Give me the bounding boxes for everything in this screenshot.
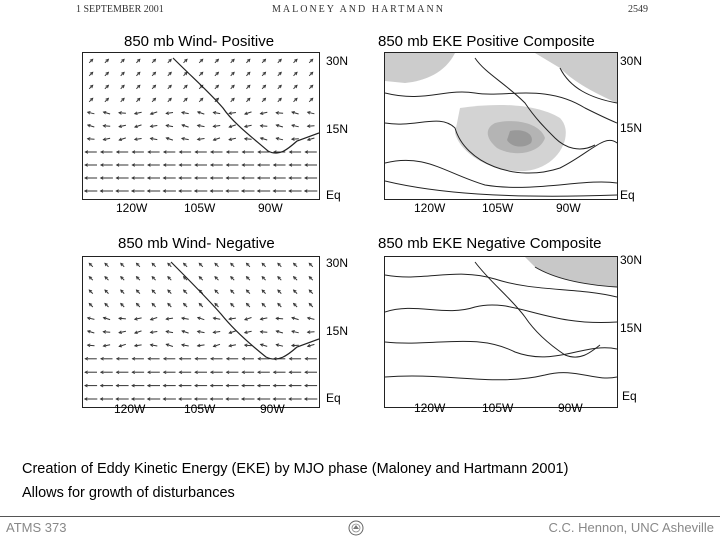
eke-negative-contours xyxy=(385,257,617,407)
journal-date: 1 SEPTEMBER 2001 xyxy=(76,4,164,15)
lon-label-90w-pos-eke: 90W xyxy=(556,201,581,215)
lon-label-120w-pos-eke: 120W xyxy=(414,201,445,215)
eke-positive-title: 850 mb EKE Positive Composite xyxy=(378,33,595,50)
wind-negative-arrows xyxy=(83,257,319,407)
lon-label-90w-neg-wind: 90W xyxy=(260,402,285,416)
wind-positive-title: 850 mb Wind- Positive xyxy=(124,33,274,50)
lon-label-120w-pos-wind: 120W xyxy=(116,201,147,215)
lon-label-105w-neg-eke: 105W xyxy=(482,401,513,415)
lat-label-15n-pos-wind: 15N xyxy=(326,122,348,136)
lat-label-15n-neg-eke: 15N xyxy=(620,321,642,335)
eke-positive-contours xyxy=(385,53,617,199)
wind-negative-title: 850 mb Wind- Negative xyxy=(118,235,275,252)
lat-label-30n-neg-wind: 30N xyxy=(326,256,348,270)
author-label: C.C. Hennon, UNC Asheville xyxy=(549,520,714,535)
lat-label-30n-pos-wind: 30N xyxy=(326,54,348,68)
eke-negative-title: 850 mb EKE Negative Composite xyxy=(378,235,601,252)
lat-label-30n-neg-eke: 30N xyxy=(620,253,642,267)
lat-label-eq-pos-eke: Eq xyxy=(620,188,635,202)
lat-label-eq-neg-eke: Eq xyxy=(622,389,637,403)
lat-label-eq-neg-wind: Eq xyxy=(326,391,341,405)
caption-line-1: Creation of Eddy Kinetic Energy (EKE) by… xyxy=(22,461,568,477)
journal-page: 2549 xyxy=(628,4,648,15)
lat-label-eq-pos-wind: Eq xyxy=(326,188,341,202)
wind-negative-map xyxy=(82,256,320,408)
wind-positive-arrows xyxy=(83,53,319,199)
course-label: ATMS 373 xyxy=(6,520,66,535)
lat-label-15n-neg-wind: 15N xyxy=(326,324,348,338)
lon-label-105w-neg-wind: 105W xyxy=(184,402,215,416)
wind-positive-map xyxy=(82,52,320,200)
journal-authors: MALONEY AND HARTMANN xyxy=(272,4,445,15)
eke-negative-map xyxy=(384,256,618,408)
lon-label-105w-pos-eke: 105W xyxy=(482,201,513,215)
lat-label-15n-pos-eke: 15N xyxy=(620,121,642,135)
slide-footer: ATMS 373 C.C. Hennon, UNC Asheville xyxy=(0,516,720,541)
lon-label-120w-neg-eke: 120W xyxy=(414,401,445,415)
lon-label-90w-pos-wind: 90W xyxy=(258,201,283,215)
caption-line-2: Allows for growth of disturbances xyxy=(22,485,235,501)
lon-label-90w-neg-eke: 90W xyxy=(558,401,583,415)
eke-positive-map xyxy=(384,52,618,200)
lat-label-30n-pos-eke: 30N xyxy=(620,54,642,68)
university-seal-icon xyxy=(348,520,364,536)
lon-label-120w-neg-wind: 120W xyxy=(114,402,145,416)
lon-label-105w-pos-wind: 105W xyxy=(184,201,215,215)
